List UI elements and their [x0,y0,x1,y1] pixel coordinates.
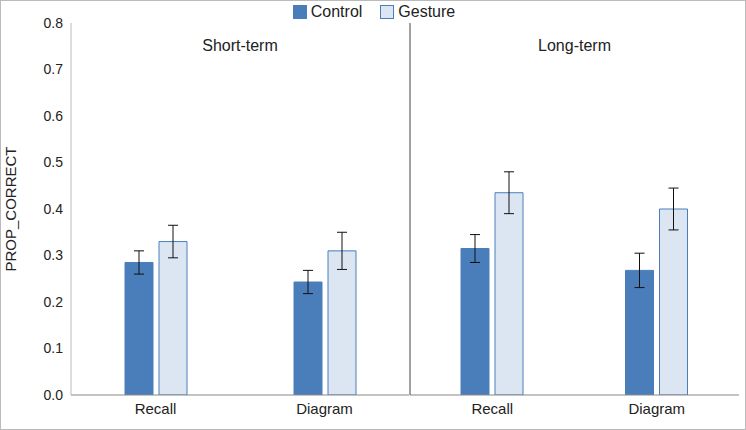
svg-text:Recall: Recall [135,400,177,417]
svg-text:0.5: 0.5 [44,154,64,170]
html-text:Long-term: Long-term [538,37,611,54]
svg-text:0.1: 0.1 [44,340,64,356]
svg-text:0.6: 0.6 [44,108,64,124]
svg-text:0.8: 0.8 [44,15,64,31]
svg-text:0.2: 0.2 [44,294,64,310]
svg-text:PROP_CORRECT: PROP_CORRECT [8,146,19,271]
html-text:Control: Control [310,3,363,20]
svg-text:Recall: Recall [471,400,513,417]
svg-text:0.7: 0.7 [44,61,64,77]
svg-text:0.3: 0.3 [44,247,64,263]
html-text:Short-term: Short-term [202,37,278,54]
svg-text:Diagram: Diagram [628,400,685,417]
html-text:Gesture: Gesture [398,3,456,20]
svg-text:0.4: 0.4 [44,201,64,217]
svg-text:0.0: 0.0 [44,387,64,403]
svg-text:Diagram: Diagram [296,400,353,417]
